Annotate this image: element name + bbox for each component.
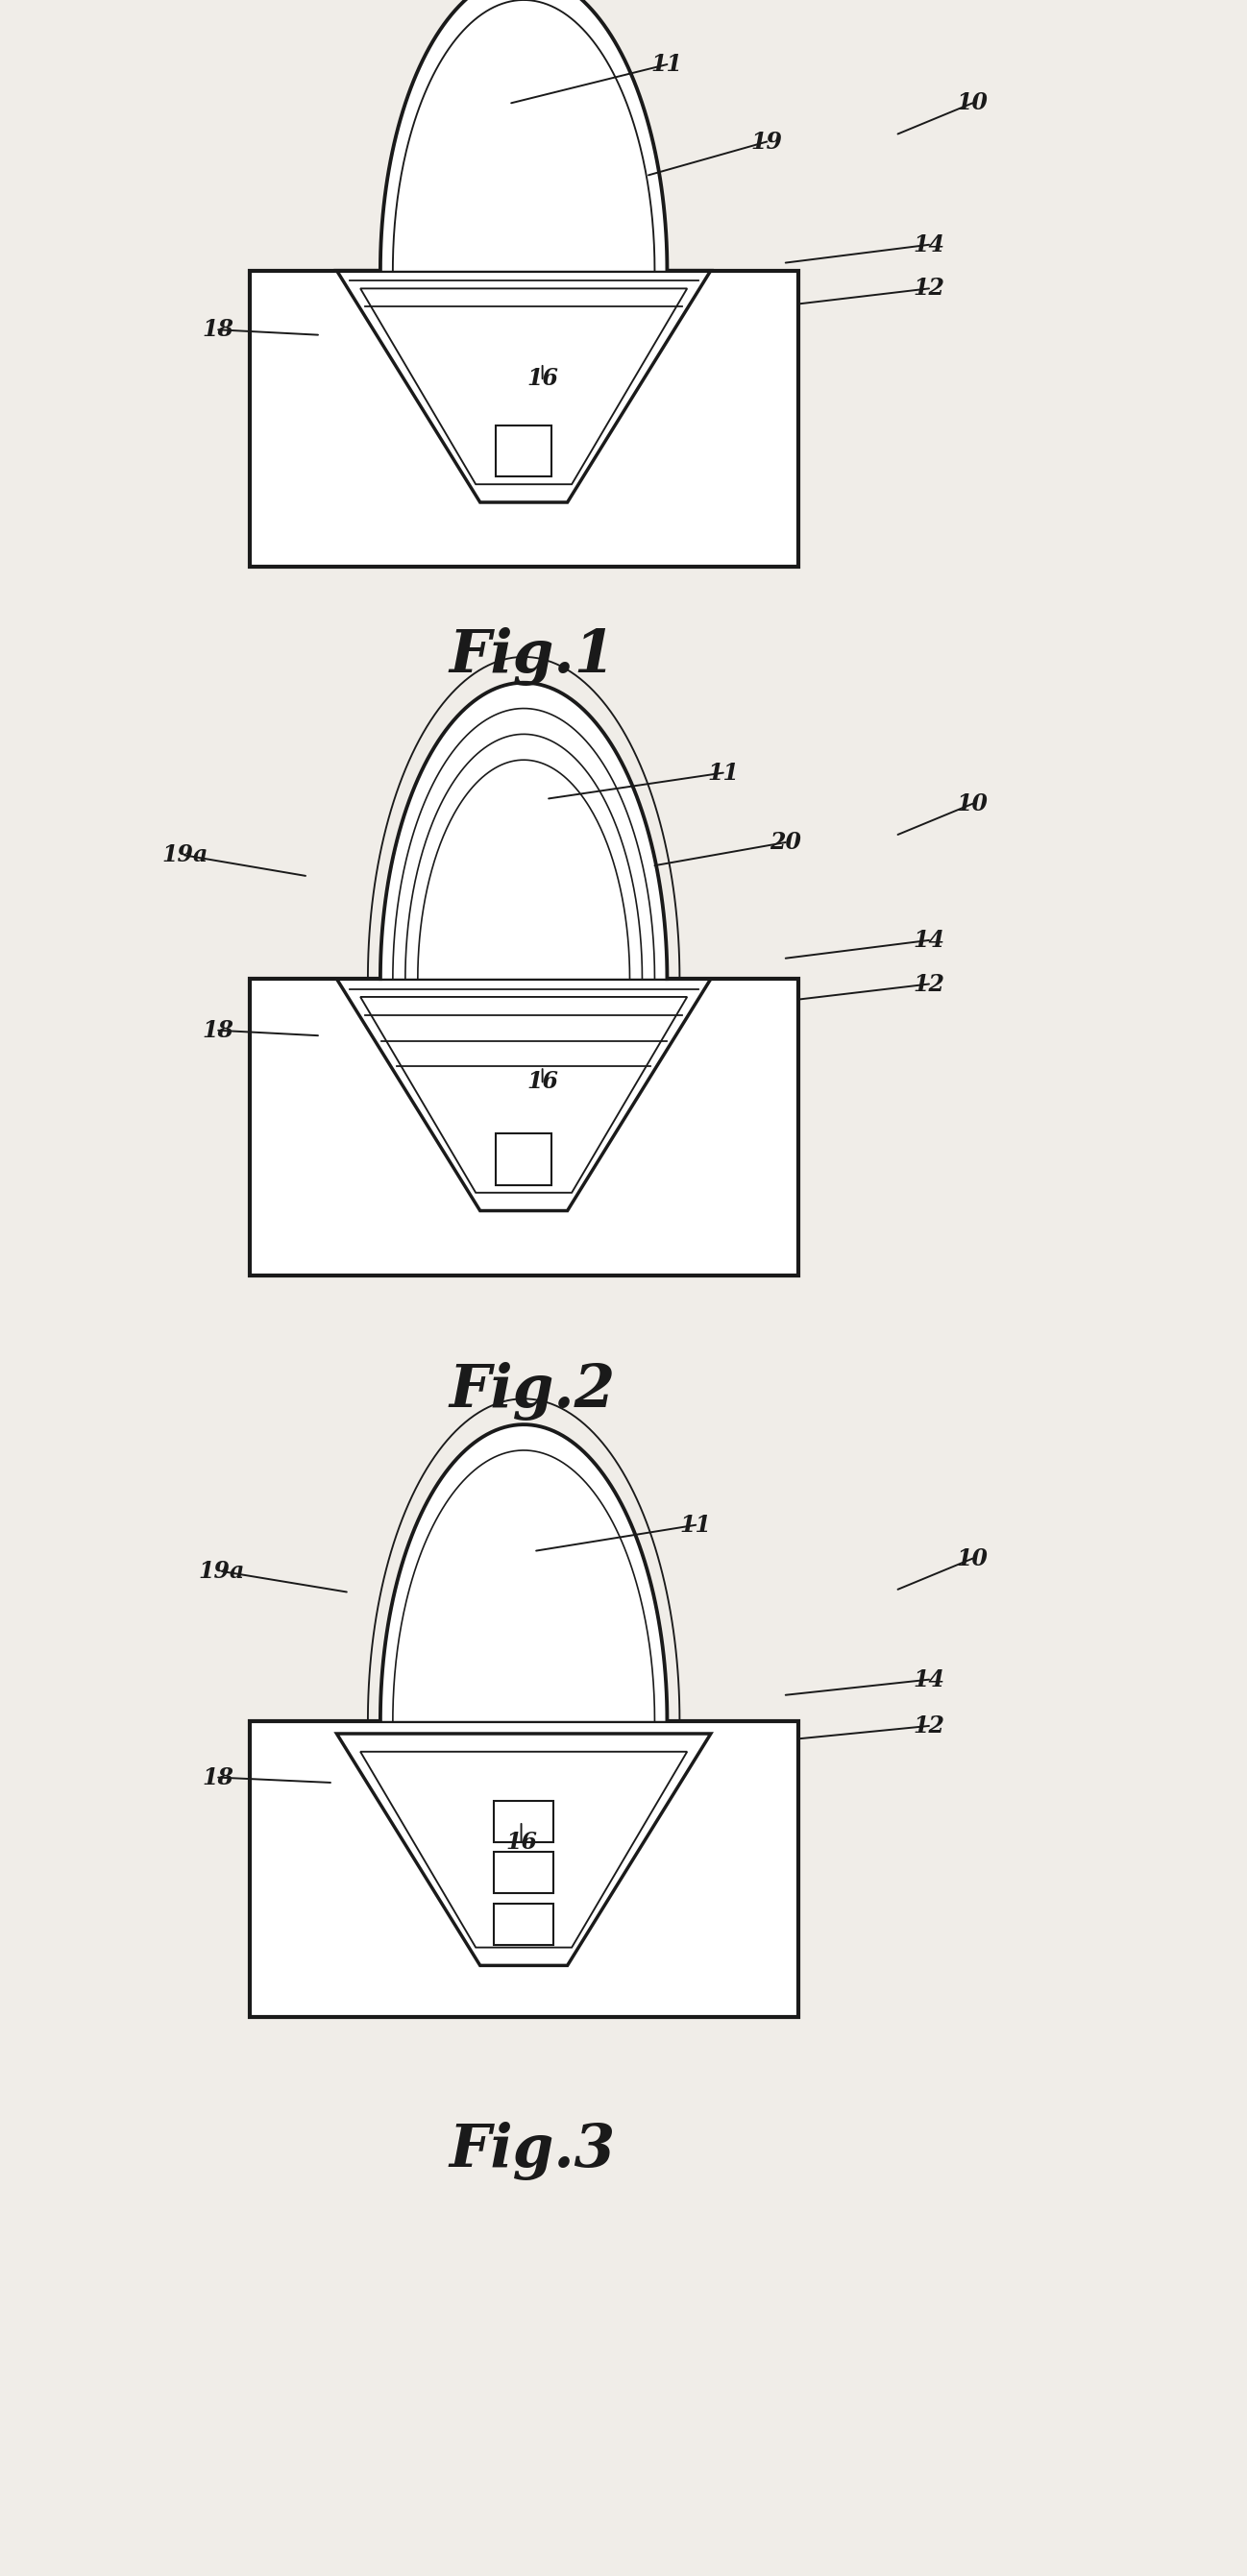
Text: 20: 20	[769, 832, 802, 853]
Text: 11: 11	[707, 762, 739, 783]
Bar	[495, 425, 551, 477]
Text: 19a: 19a	[198, 1561, 246, 1582]
Bar	[249, 270, 798, 567]
Text: 14: 14	[913, 234, 945, 255]
Bar	[249, 1721, 798, 2017]
Text: 16: 16	[526, 1072, 559, 1092]
Text: 16: 16	[505, 1832, 537, 1852]
Text: 11: 11	[680, 1515, 712, 1535]
Text: 19: 19	[751, 131, 783, 152]
Text: 14: 14	[913, 1669, 945, 1690]
Polygon shape	[380, 1425, 667, 1721]
Text: 19a: 19a	[161, 845, 208, 866]
Polygon shape	[380, 683, 667, 979]
Text: Fig.1: Fig.1	[449, 629, 615, 685]
Text: 18: 18	[202, 1020, 234, 1041]
Text: 10: 10	[956, 793, 989, 814]
Bar	[494, 1801, 554, 1842]
Text: 12: 12	[913, 1716, 945, 1736]
Text: 14: 14	[913, 930, 945, 951]
Text: 10: 10	[956, 1548, 989, 1569]
Bar	[249, 979, 798, 1275]
Text: Fig.3: Fig.3	[449, 2123, 615, 2179]
Text: 18: 18	[202, 319, 234, 340]
Text: 11: 11	[651, 54, 683, 75]
Bar	[495, 1133, 551, 1185]
Text: 12: 12	[913, 278, 945, 299]
Text: 16: 16	[526, 368, 559, 389]
Text: 12: 12	[913, 974, 945, 994]
Text: Fig.2: Fig.2	[449, 1363, 615, 1419]
Text: 18: 18	[202, 1767, 234, 1788]
Bar	[494, 1904, 554, 1945]
Text: 10: 10	[956, 93, 989, 113]
Bar	[494, 1852, 554, 1893]
Polygon shape	[380, 0, 667, 270]
